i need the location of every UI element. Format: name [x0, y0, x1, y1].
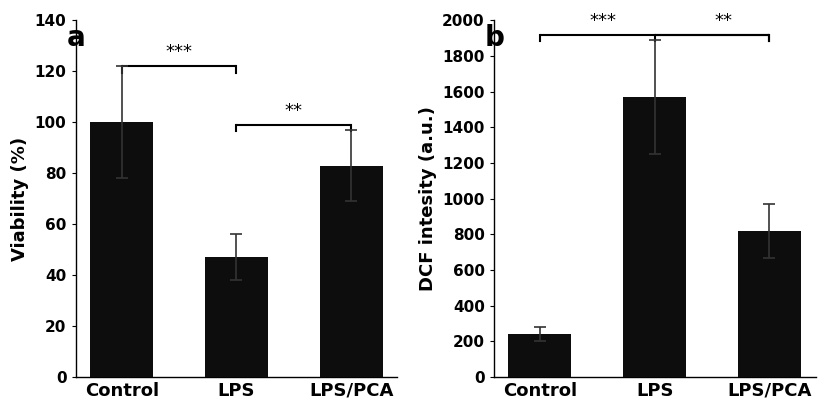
Y-axis label: DCF intesity (a.u.): DCF intesity (a.u.)	[418, 106, 437, 291]
Text: **: **	[284, 102, 303, 120]
Text: **: **	[715, 12, 733, 30]
Bar	[205, 257, 268, 377]
Bar	[509, 334, 571, 377]
Y-axis label: Viability (%): Viability (%)	[11, 136, 29, 261]
Text: ***: ***	[590, 12, 616, 30]
Text: ***: ***	[165, 43, 193, 61]
Bar	[90, 122, 153, 377]
Text: a: a	[67, 24, 85, 52]
Bar	[623, 97, 686, 377]
Text: b: b	[485, 24, 504, 52]
Bar	[319, 166, 383, 377]
Bar	[738, 231, 801, 377]
